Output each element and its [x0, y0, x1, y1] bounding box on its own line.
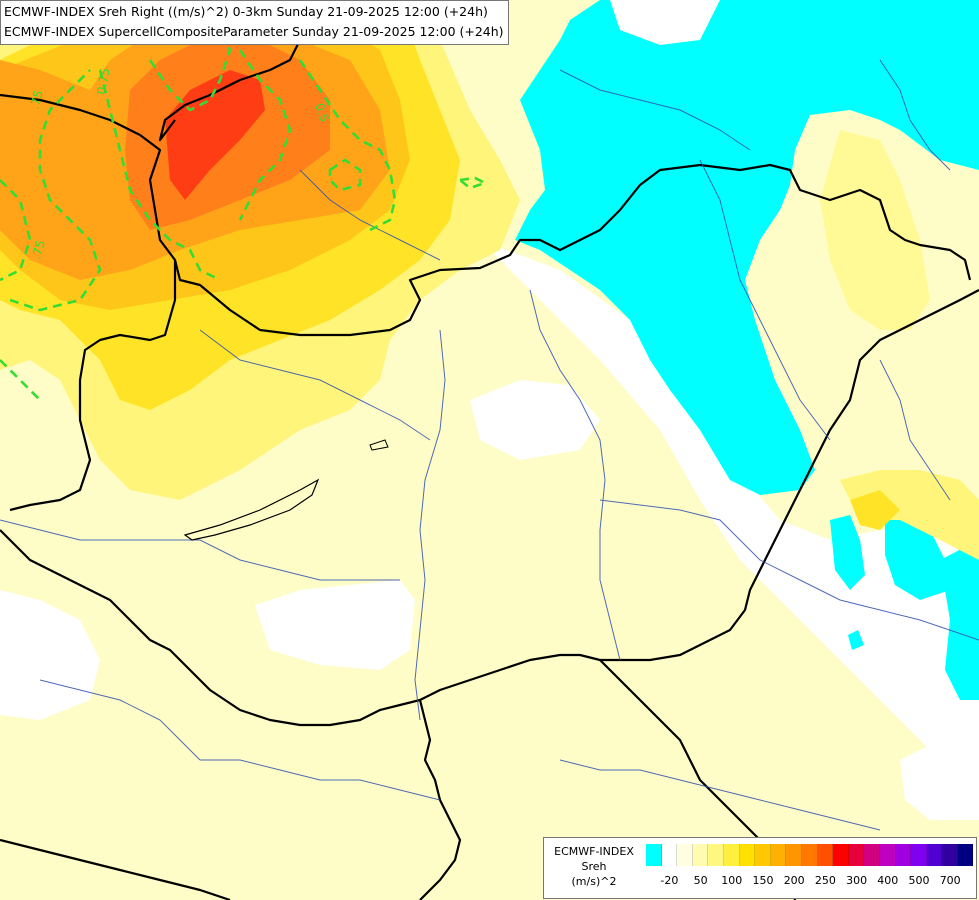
white-area-southeast	[900, 740, 979, 820]
legend-swatch	[879, 844, 896, 866]
scp-contours	[0, 18, 489, 401]
legend-swatch	[692, 844, 709, 866]
white-area-center	[255, 580, 415, 670]
contour-label: 0.75	[94, 67, 112, 96]
legend-swatch	[957, 844, 974, 866]
color-legend: ECMWF-INDEX Sreh (m/s)^2 -20 50 100 150 200 2…	[543, 837, 977, 899]
contour-label: .75	[29, 239, 47, 261]
legend-variable: Sreh	[581, 860, 607, 873]
contour-label: .75	[27, 89, 45, 111]
legend-tick-label: 200	[783, 874, 805, 887]
title-line-scp: ECMWF-INDEX SupercellCompositeParameter …	[4, 24, 504, 39]
legend-swatch	[926, 844, 943, 866]
helicity-zone-east-yellow	[820, 130, 930, 330]
white-area-east	[480, 240, 979, 760]
contour-label: 0.5	[312, 101, 332, 124]
legend-swatch	[911, 844, 927, 866]
rivers	[0, 59, 979, 831]
legend-swatch	[739, 844, 756, 866]
legend-swatch	[646, 844, 662, 866]
legend-swatch	[801, 844, 818, 866]
legend-swatch	[708, 844, 724, 866]
legend-swatch	[677, 844, 693, 866]
legend-swatch	[755, 844, 771, 866]
legend-swatch	[833, 844, 849, 866]
map-title-box: ECMWF-INDEX Sreh Right ((m/s)^2) 0-3km S…	[0, 0, 509, 45]
legend-swatch	[817, 844, 834, 866]
legend-swatch	[723, 844, 740, 866]
lake-balaton	[183, 478, 320, 541]
legend-ticks: -20 50 100 150 200 250 300 400 500 700	[646, 874, 972, 890]
legend-tick-label: 400	[877, 874, 899, 887]
cyan-area-east-4	[848, 630, 864, 650]
legend-swatch	[942, 844, 958, 866]
legend-tick-label: -20	[660, 874, 679, 887]
legend-tick-label: 700	[939, 874, 961, 887]
legend-swatch	[786, 844, 802, 866]
legend-tick-label: 250	[814, 874, 836, 887]
country-borders	[0, 39, 979, 900]
cyan-area-east	[885, 505, 950, 600]
cyan-area-north-gap	[610, 0, 720, 45]
legend-swatch	[770, 844, 787, 866]
legend-tick-label: 100	[721, 874, 743, 887]
legend-tick-label: 50	[693, 874, 708, 887]
legend-tick-label: 300	[846, 874, 868, 887]
white-area-center-north	[470, 380, 600, 460]
legend-color-scale	[646, 844, 974, 866]
white-area-west	[0, 590, 100, 720]
lake-small	[369, 439, 389, 451]
legend-swatch	[895, 844, 912, 866]
legend-unit: (m/s)^2	[571, 875, 617, 888]
title-line-sreh: ECMWF-INDEX Sreh Right ((m/s)^2) 0-3km S…	[4, 4, 488, 19]
legend-swatch	[848, 844, 865, 866]
helicity-zone-east-yellow-3	[850, 490, 900, 530]
cyan-area-northeast	[515, 0, 979, 495]
legend-model: ECMWF-INDEX	[554, 845, 634, 858]
cyan-area-east-2	[940, 540, 979, 700]
legend-tick-label: 150	[752, 874, 774, 887]
cyan-area-east-3	[830, 515, 865, 590]
legend-swatch	[864, 844, 880, 866]
legend-label: ECMWF-INDEX Sreh (m/s)^2	[544, 844, 644, 889]
legend-tick-label: 500	[908, 874, 930, 887]
legend-swatch	[661, 844, 678, 866]
